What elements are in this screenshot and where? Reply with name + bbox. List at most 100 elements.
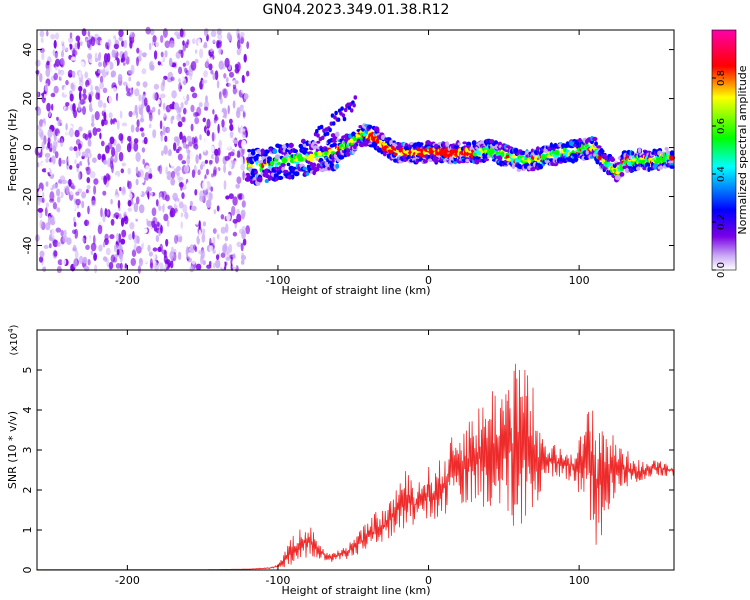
- spectrogram-cell: [243, 93, 249, 100]
- spectrogram-cell: [100, 140, 105, 147]
- spectrogram-cell: [60, 70, 65, 81]
- spectrogram-cell: [165, 238, 169, 247]
- spectrogram-cell: [175, 210, 182, 218]
- spectrogram-cell: [53, 250, 58, 257]
- spectrogram-cell: [182, 225, 188, 232]
- spectrogram-cell: [109, 234, 115, 240]
- spectrogram-cell: [121, 162, 126, 167]
- spectrogram-cell: [179, 131, 183, 140]
- spectrogram-cell: [81, 200, 85, 209]
- spectrogram-cell: [70, 56, 76, 61]
- spectrogram-cell: [236, 150, 241, 158]
- snr-y-tick-label: 0: [21, 567, 34, 574]
- spectrogram-cell: [135, 196, 140, 205]
- spectrogram-cell: [247, 149, 252, 153]
- spectrogram-cell: [155, 199, 159, 207]
- spectrogram-cell: [182, 142, 187, 149]
- spectrogram-cell: [233, 160, 239, 165]
- spectrogram-cell: [118, 151, 124, 162]
- spectrogram-cell: [134, 95, 138, 101]
- spectrogram-cell: [181, 192, 185, 200]
- spectrogram-cell: [163, 145, 168, 155]
- spectrogram-cell: [198, 101, 203, 108]
- spectrogram-cell: [500, 151, 505, 158]
- spectrogram-cell: [241, 252, 245, 258]
- spectrogram-cell: [205, 60, 209, 67]
- spectrogram-cell: [103, 175, 108, 185]
- spectrogram-cell: [107, 174, 111, 181]
- spectrogram-cell: [198, 220, 201, 230]
- spectrogram-cell: [111, 38, 114, 49]
- spectrogram-cell: [81, 165, 86, 172]
- spectrogram-cell: [128, 76, 132, 82]
- spectrogram-cell: [56, 241, 61, 247]
- spectrogram-cell: [224, 155, 230, 161]
- spectrogram-cell: [162, 125, 166, 136]
- spectrogram-cell: [128, 233, 133, 241]
- spectrogram-cell: [54, 52, 59, 59]
- spectrogram-cell: [474, 158, 480, 165]
- spectrogram-cell: [104, 233, 109, 241]
- spectrogram-cell: [120, 57, 124, 63]
- spectrogram-cell: [201, 233, 206, 243]
- spectrogram-cell: [178, 82, 182, 92]
- snr-panel: -200 -100 0 100 0 1 2 3 4 5 Height of straight l…: [6, 324, 675, 597]
- spectrogram-cell: [67, 139, 71, 145]
- spectrogram-cell: [82, 235, 87, 244]
- spectrogram-cell: [50, 209, 54, 216]
- snr-x-ticks: -200 -100 0 100: [115, 330, 590, 587]
- spectrogram-cell: [53, 39, 57, 49]
- spectrogram-cell: [609, 157, 616, 163]
- spectrogram-cell: [76, 236, 83, 245]
- spectrogram-cell: [198, 229, 202, 240]
- spectrogram-cell: [644, 162, 651, 168]
- spectrogram-cell: [312, 162, 317, 168]
- spectrogram-cell: [190, 61, 197, 71]
- spectrogram-cell: [221, 126, 227, 132]
- snr-y-tick-label: 5: [21, 367, 34, 374]
- spectrogram-cell: [127, 79, 133, 89]
- spectrogram-cell: [216, 226, 221, 235]
- spectrogram-cell: [130, 141, 135, 150]
- spectrogram-cell: [47, 128, 53, 138]
- spectrogram-cell: [156, 221, 160, 227]
- spectrogram-cell: [220, 226, 226, 234]
- spectrogram-cell: [225, 195, 230, 200]
- spectrogram-cell: [177, 251, 182, 261]
- spectrogram-cell: [142, 81, 148, 88]
- spectrogram-cell: [91, 100, 96, 110]
- spectrogram-cell: [153, 223, 158, 232]
- spectrogram-cell: [136, 245, 142, 254]
- spectrogram-cell: [151, 207, 157, 217]
- spectrogram-cell: [147, 244, 151, 252]
- spectrogram-cell: [54, 32, 60, 40]
- spectrogram-cell: [302, 166, 307, 171]
- spectrogram-cell: [107, 142, 113, 150]
- spectrogram-cell: [186, 135, 192, 142]
- spectrogram-cell: [167, 49, 171, 56]
- spectrogram-cell: [79, 79, 84, 87]
- spectrogram-cell: [419, 142, 424, 146]
- spectrogram-cell: [114, 244, 119, 250]
- spectrogram-cell: [186, 94, 190, 102]
- spectrogram-cell: [63, 86, 68, 96]
- spectrogram-cell: [82, 133, 87, 139]
- spectrogram-cell: [123, 68, 129, 78]
- spectrogram-cell: [125, 33, 130, 38]
- spectrogram-cell: [215, 254, 220, 260]
- spectrogram-cell: [195, 71, 201, 81]
- spectrogram-cell: [316, 133, 320, 138]
- spectrogram-cell: [178, 207, 183, 213]
- spectrogram-cell: [207, 73, 213, 78]
- spectrogram-cell: [86, 85, 90, 94]
- spectrogram-y-axis-label: Frequency (Hz): [6, 109, 19, 192]
- spectrogram-cell: [118, 176, 124, 184]
- spectrogram-cell: [46, 102, 51, 112]
- spectrogram-cell: [321, 135, 325, 140]
- spectrogram-cell: [61, 258, 67, 266]
- spectrogram-cell: [175, 200, 179, 206]
- spectrogram-cell: [234, 150, 238, 156]
- spectrogram-cell: [254, 170, 258, 175]
- spectrogram-cell: [93, 234, 96, 245]
